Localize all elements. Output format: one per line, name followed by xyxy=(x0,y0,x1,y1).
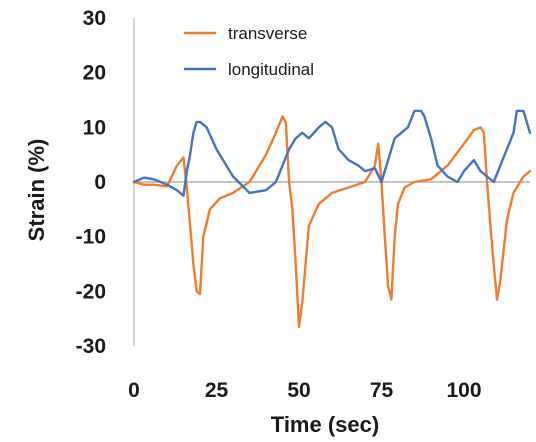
series-line-transverse xyxy=(132,115,532,329)
y-tick-label: 10 xyxy=(83,116,106,139)
y-tick-label: -30 xyxy=(76,335,106,358)
legend-label-longitudinal: longitudinal xyxy=(228,60,314,79)
series-lines xyxy=(132,109,532,329)
y-axis-title: Strain (%) xyxy=(24,139,49,242)
y-tick-label: 30 xyxy=(83,7,106,30)
legend: transverse longitudinal xyxy=(184,24,314,79)
y-tick-label: -20 xyxy=(76,280,106,303)
x-tick-label: 25 xyxy=(205,379,229,402)
y-tick-label: 20 xyxy=(83,62,106,85)
x-tick-label: 75 xyxy=(370,379,394,402)
x-tick-label: 100 xyxy=(446,379,481,402)
axes xyxy=(133,18,530,346)
x-tick-label: 0 xyxy=(128,379,140,402)
y-tick-label: -10 xyxy=(76,226,106,249)
legend-label-transverse: transverse xyxy=(228,24,307,43)
series-line-longitudinal xyxy=(132,109,532,197)
x-axis-title: Time (sec) xyxy=(271,412,379,437)
y-tick-label: 0 xyxy=(94,171,106,194)
x-tick-label: 50 xyxy=(287,379,310,402)
